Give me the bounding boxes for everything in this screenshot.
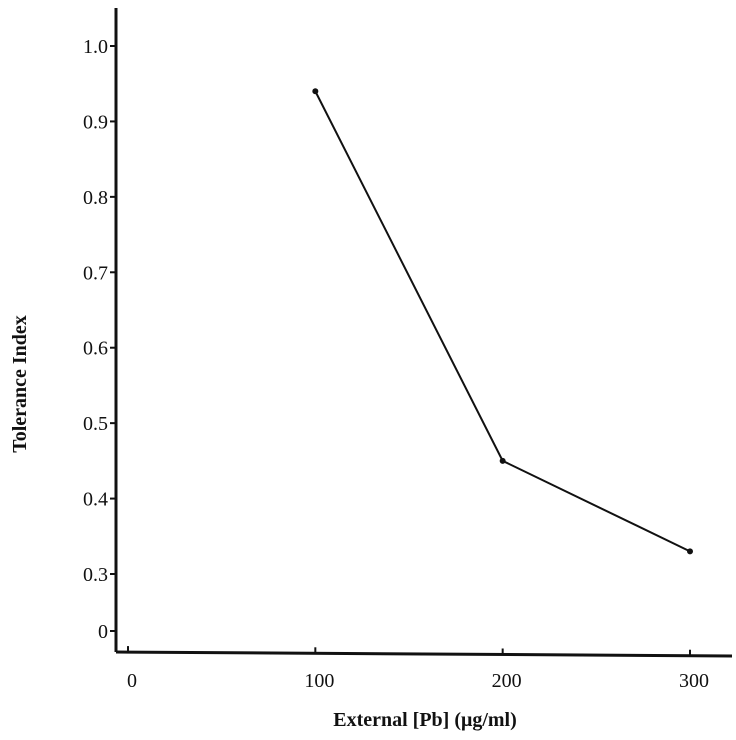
- data-point: [312, 88, 319, 95]
- y-tick-label: 0.6: [83, 338, 108, 360]
- y-axis-title: Tolerance Index: [9, 315, 31, 453]
- axes: [114, 8, 733, 658]
- y-axis-ticks: 0 0.3 0.4 0.5 0.6 0.7 0.8 0.9 1.0: [83, 36, 116, 643]
- data-point: [687, 548, 693, 555]
- x-axis-line: [115, 650, 733, 658]
- series-line: [314, 90, 691, 553]
- x-tick-label: 200: [492, 670, 522, 692]
- y-tick-label: 0.8: [83, 187, 108, 209]
- x-axis-title: External [Pb] (μg/ml): [333, 709, 517, 731]
- y-tick-label: 0: [98, 621, 108, 643]
- y-tick-label: 0.7: [83, 262, 108, 284]
- y-tick-label: 0.5: [83, 413, 108, 435]
- y-tick-label: 1.0: [83, 36, 108, 58]
- x-tick-label: 0: [127, 670, 137, 692]
- x-axis-ticks: 0 100 200 300: [127, 646, 709, 692]
- y-tick-label: 0.3: [83, 564, 108, 586]
- y-tick-label: 0.9: [83, 111, 108, 133]
- y-tick-label: 0.4: [83, 489, 108, 511]
- x-tick-label: 300: [679, 670, 709, 692]
- x-tick-label: 100: [304, 670, 334, 692]
- series-layer: [312, 88, 693, 555]
- data-point: [499, 457, 506, 464]
